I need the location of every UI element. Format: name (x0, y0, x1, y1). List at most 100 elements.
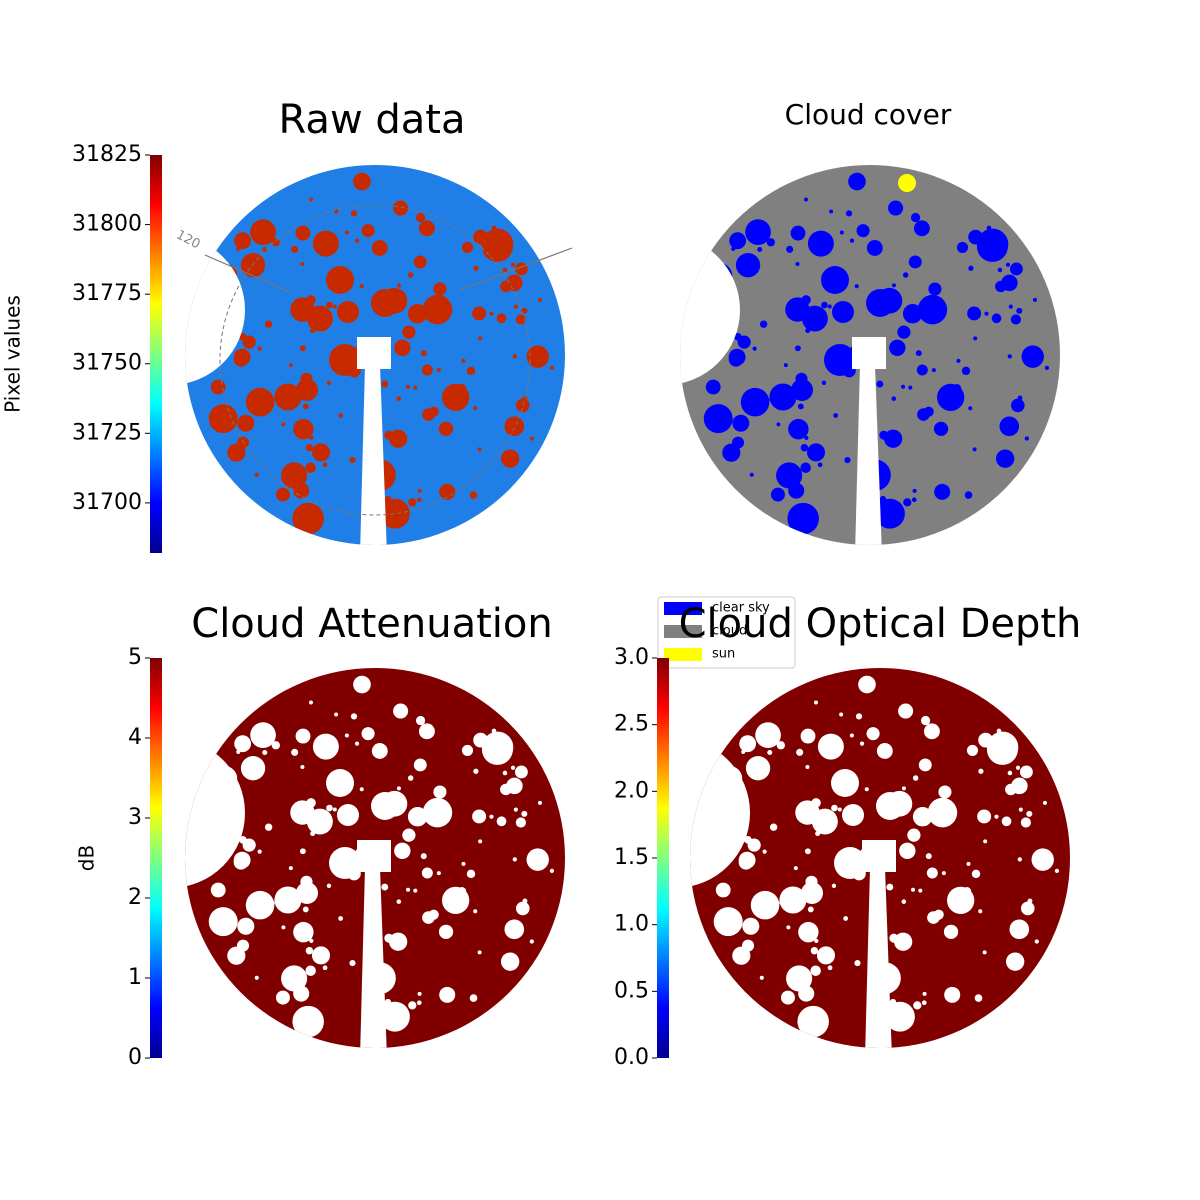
image-blob (769, 823, 778, 831)
image-blob (849, 733, 854, 738)
image-blob (1044, 365, 1050, 371)
image-blob (876, 743, 893, 759)
image-blob (921, 813, 926, 819)
image-blob (281, 462, 308, 489)
image-blob (389, 429, 408, 448)
image-blob (473, 406, 478, 411)
image-blob (800, 462, 811, 473)
tick-label: 3 (128, 805, 142, 830)
image-blob (908, 385, 913, 390)
image-blob (270, 397, 275, 403)
image-blob (817, 733, 844, 760)
image-blob (214, 408, 224, 418)
image-blob (233, 352, 249, 367)
colorbar (150, 155, 162, 553)
image-blob (941, 871, 946, 876)
image-blob (227, 946, 246, 965)
mask-cutout (680, 235, 740, 385)
image-blob (859, 741, 865, 746)
image-blob (794, 345, 801, 352)
panel-title: Raw data (279, 97, 466, 143)
image-blob (396, 283, 401, 288)
tick-label: 31700 (72, 490, 142, 515)
image-blob (415, 212, 426, 223)
image-blob (1016, 307, 1023, 314)
image-blob (824, 344, 856, 376)
sun (898, 174, 916, 192)
image-blob (829, 209, 834, 214)
image-blob (506, 274, 523, 292)
image-blob (920, 715, 931, 726)
image-blob (796, 748, 804, 756)
image-blob (254, 472, 259, 477)
image-blob (257, 849, 262, 854)
image-blob (293, 921, 314, 943)
image-blob (933, 421, 949, 436)
image-blob (831, 769, 859, 797)
image-blob (787, 502, 819, 535)
sky-image (690, 668, 1070, 1048)
image-blob (765, 397, 770, 403)
image-blob (995, 449, 1015, 468)
image-blob (901, 384, 906, 389)
image-blob (504, 919, 525, 940)
image-blob (396, 786, 401, 791)
image-blob (371, 240, 388, 256)
image-blob (889, 339, 906, 356)
image-blob (876, 792, 904, 820)
image-blob (240, 253, 266, 278)
image-blob (1005, 952, 1025, 971)
image-blob (728, 352, 744, 367)
image-blob (703, 404, 733, 434)
image-blob (326, 380, 332, 386)
image-blob (801, 295, 811, 305)
image-blob (968, 229, 984, 245)
image-blob (769, 383, 797, 411)
image-blob (1009, 262, 1023, 276)
image-blob (766, 238, 776, 247)
image-blob (515, 817, 526, 828)
tick-label: 0 (128, 1045, 142, 1070)
image-blob (326, 804, 333, 812)
mask-post (865, 868, 892, 1048)
image-blob (300, 262, 305, 267)
image-blob (309, 435, 314, 440)
image-blob (831, 823, 836, 828)
tick-label: 0.5 (614, 978, 649, 1003)
image-blob (432, 811, 437, 816)
image-blob (757, 246, 763, 253)
image-blob (1024, 436, 1029, 441)
image-blob (816, 946, 836, 965)
image-blob (481, 733, 513, 765)
image-blob (408, 1001, 417, 1010)
image-blob (515, 314, 526, 325)
image-blob (442, 383, 470, 412)
image-blob (779, 886, 807, 914)
image-blob (549, 365, 555, 371)
image-blob (305, 443, 314, 452)
image-blob (913, 220, 930, 237)
image-blob (891, 283, 896, 288)
image-blob (931, 368, 936, 373)
tick-label: 2.0 (614, 778, 649, 803)
image-blob (832, 301, 854, 323)
image-blob (491, 728, 497, 734)
image-blob (326, 301, 333, 309)
image-blob (886, 883, 894, 891)
image-blob (421, 364, 433, 376)
image-blob (526, 345, 549, 368)
image-blob (473, 768, 479, 774)
image-blob (805, 328, 811, 334)
image-blob (855, 713, 863, 720)
image-blob (745, 756, 771, 781)
image-blob (416, 813, 421, 819)
image-blob (233, 855, 249, 870)
image-blob (496, 313, 507, 324)
image-blob (911, 887, 916, 892)
image-blob (415, 715, 426, 726)
panel-title: Cloud Optical Depth (679, 601, 1082, 647)
mask-box (357, 337, 391, 369)
image-blob (705, 379, 721, 395)
image-blob (978, 768, 984, 774)
image-blob (310, 831, 316, 837)
